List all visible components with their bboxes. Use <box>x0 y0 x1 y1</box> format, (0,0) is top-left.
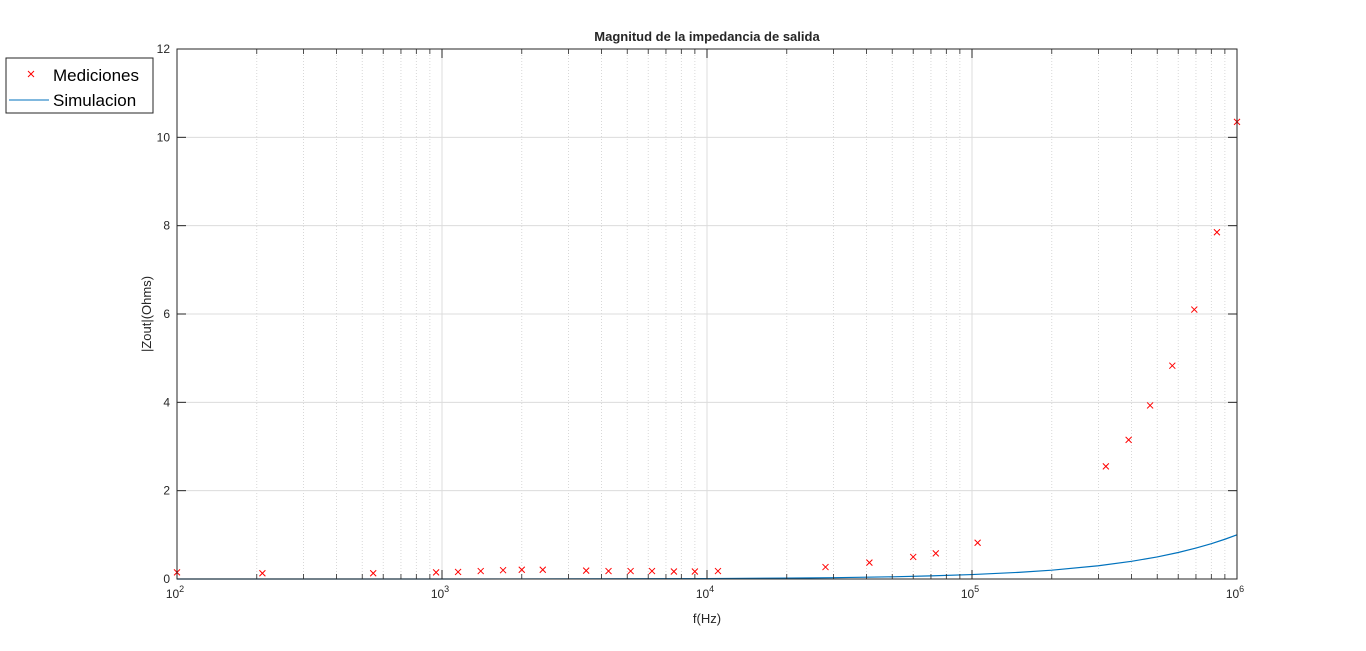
y-tick-label: 10 <box>157 130 171 144</box>
x-tick-label: 104 <box>696 584 714 601</box>
mediciones-point <box>454 568 462 576</box>
y-tick-label: 2 <box>163 484 170 498</box>
marker-stroke <box>974 539 981 547</box>
mediciones-point <box>866 559 873 567</box>
y-tick-labels: 0 2 4 6 8 10 12 <box>157 42 171 586</box>
mediciones-point <box>974 539 981 547</box>
x-tick-label: 103 <box>431 584 449 601</box>
mediciones-point <box>1168 362 1176 370</box>
y-axis-label: |Zout|(Ohms) <box>139 276 154 352</box>
mediciones-point <box>539 566 547 574</box>
marker-stroke <box>1168 362 1176 370</box>
legend-box <box>5 57 154 114</box>
marker-stroke <box>499 566 507 574</box>
mediciones-point <box>932 550 940 557</box>
x-tick-label: 106 <box>1226 584 1244 601</box>
mediciones-point <box>518 566 526 574</box>
legend-label-simulacion: Simulacion <box>53 91 136 110</box>
mediciones-point <box>1102 463 1110 470</box>
legend: Mediciones Simulacion <box>5 57 154 114</box>
mediciones-point <box>714 567 722 575</box>
marker-stroke <box>582 567 590 574</box>
mediciones-point <box>477 567 485 575</box>
marker-stroke <box>691 568 699 575</box>
mediciones-point <box>259 569 266 577</box>
marker-stroke <box>539 566 547 574</box>
marker-stroke <box>627 567 634 575</box>
y-tick-label: 12 <box>157 42 171 56</box>
marker-stroke <box>477 567 485 575</box>
marker-stroke <box>909 553 917 561</box>
mediciones-point <box>627 567 634 575</box>
legend-label-mediciones: Mediciones <box>53 66 139 85</box>
legend-marker-mediciones <box>27 70 35 78</box>
marker-stroke <box>1146 402 1154 409</box>
marker-stroke <box>1213 228 1221 236</box>
marker-stroke <box>369 569 377 577</box>
mediciones-point <box>670 568 678 575</box>
y-tick-label: 8 <box>163 219 170 233</box>
marker-stroke <box>605 567 612 575</box>
marker-stroke <box>1125 436 1132 444</box>
marker-stroke <box>714 567 722 575</box>
mediciones-point <box>1125 436 1132 444</box>
mediciones-point <box>822 563 829 571</box>
axis-ticks <box>176 48 1238 580</box>
marker-stroke <box>454 568 462 576</box>
marker-stroke <box>866 559 873 567</box>
marker-stroke <box>432 569 440 576</box>
x-axis-label: f(Hz) <box>693 611 721 626</box>
marker-stroke <box>1102 463 1110 470</box>
y-tick-label: 4 <box>163 395 170 409</box>
marker-stroke <box>1190 306 1198 313</box>
mediciones-point <box>909 553 917 561</box>
mediciones-point <box>691 568 699 575</box>
mediciones-point <box>432 569 440 576</box>
mediciones-point <box>499 566 507 574</box>
marker-stroke <box>932 550 940 557</box>
y-tick-label: 6 <box>163 307 170 321</box>
mediciones-point <box>1213 228 1221 236</box>
marker-stroke <box>648 567 656 575</box>
marker-stroke <box>822 563 829 571</box>
marker-stroke <box>518 566 526 574</box>
x-tick-label: 102 <box>166 584 184 601</box>
y-tick-label: 0 <box>163 572 170 586</box>
marker-stroke <box>259 569 266 577</box>
mediciones-point <box>648 567 656 575</box>
marker-stroke <box>670 568 678 575</box>
x-tick-labels: 102 103 104 105 106 <box>166 584 1244 601</box>
mediciones-point <box>582 567 590 574</box>
mediciones-point <box>1146 402 1154 409</box>
mediciones-point <box>1190 306 1198 313</box>
chart-title: Magnitud de la impedancia de salida <box>594 29 820 44</box>
x-tick-label: 105 <box>961 584 979 601</box>
mediciones-point <box>605 567 612 575</box>
mediciones-point <box>369 569 377 577</box>
